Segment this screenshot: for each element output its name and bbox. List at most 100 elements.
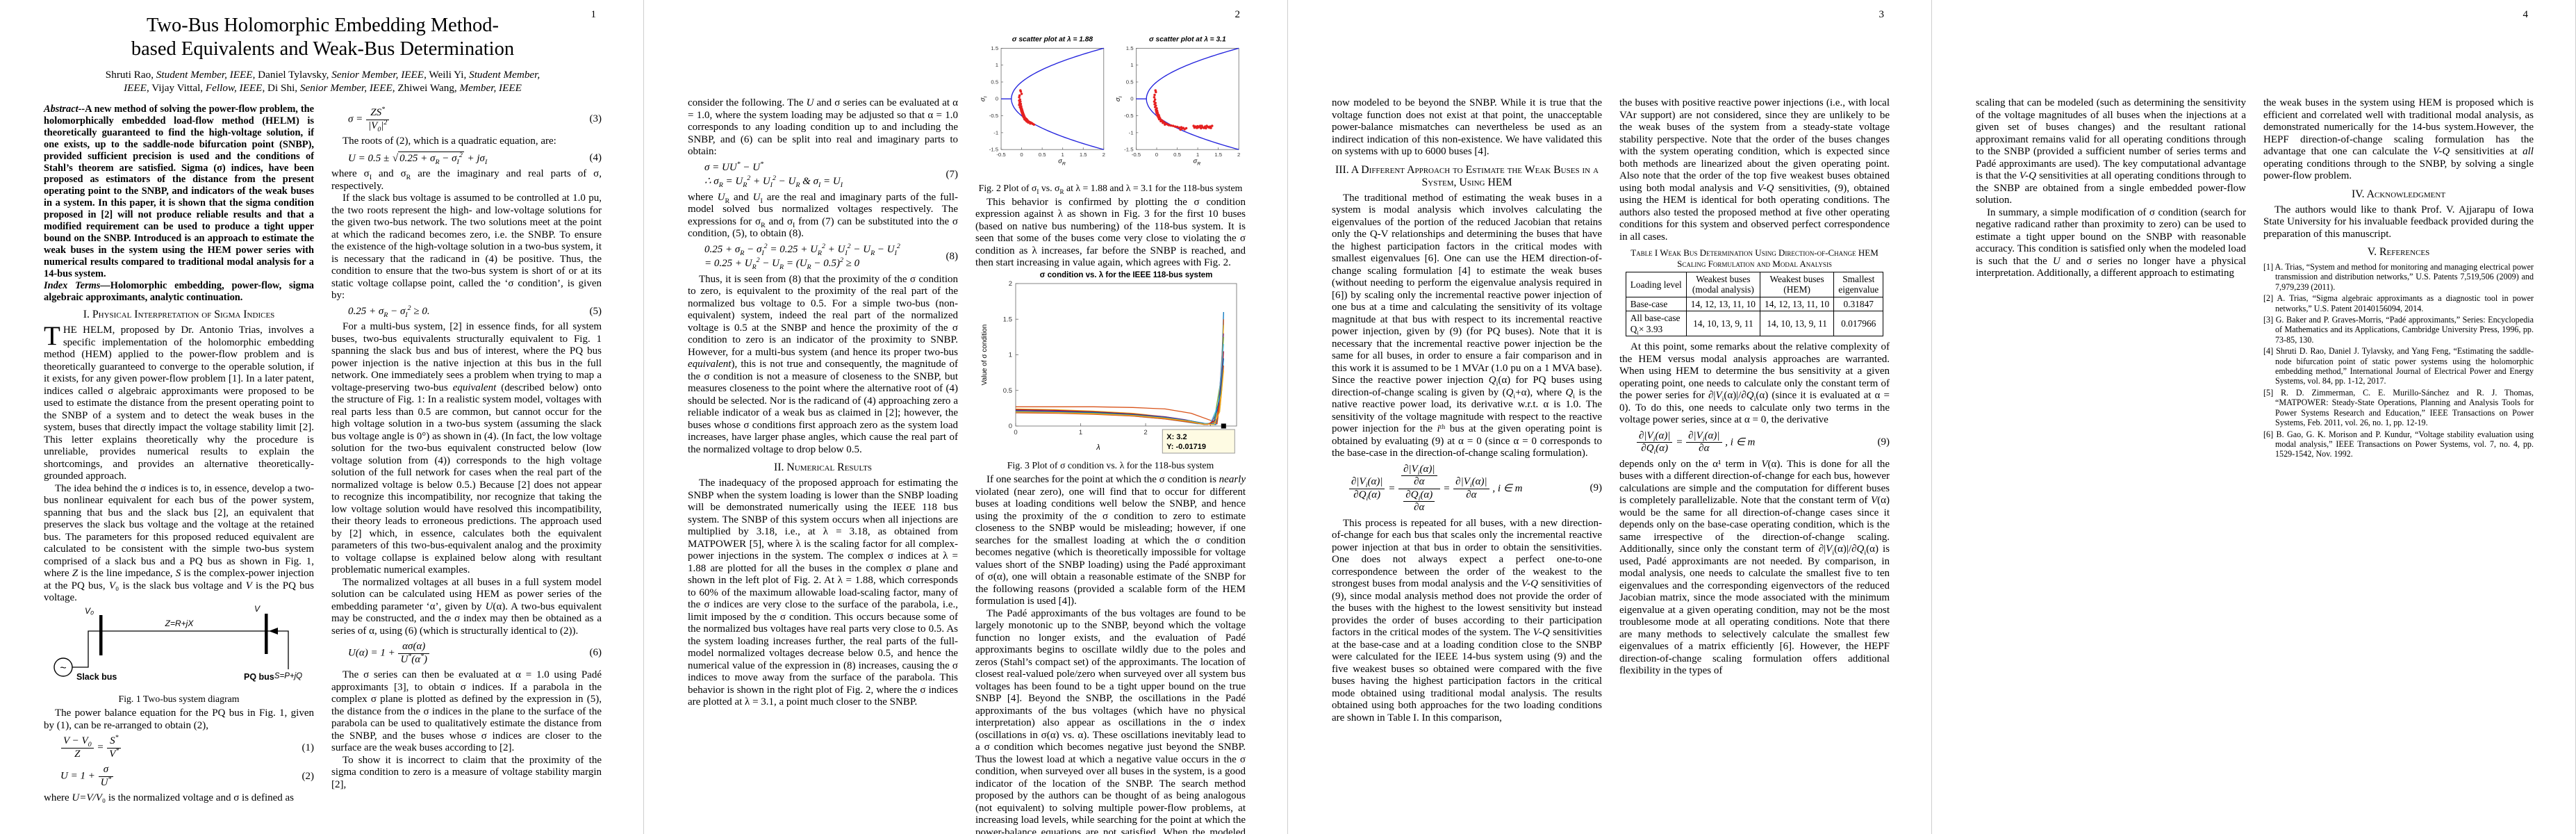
section-2-heading: II. Numerical Results	[773, 461, 873, 473]
p2-para-4: The inadequacy of the proposed approach …	[688, 477, 958, 708]
svg-text:1: 1	[1062, 152, 1064, 158]
reference-item: [1] A. Trias, “System and method for mon…	[2263, 262, 2534, 292]
col-smallest-eigenvalue: Smallest eigenvalue	[1833, 272, 1884, 297]
p2-para-1: consider the following. The U and σ seri…	[688, 97, 958, 157]
section-3-heading: III. A Different Approach to Estimate th…	[1335, 163, 1599, 188]
page-3: 3 now modeled to be beyond the SNBP. Whi…	[1288, 0, 1932, 834]
svg-text:2: 2	[1103, 152, 1105, 158]
figure-2-caption: Fig. 2 Plot of σI vs. σR at λ = 1.88 and…	[978, 182, 1243, 195]
svg-text:0: 0	[1155, 152, 1159, 158]
p1-para-6: For a multi-bus system, [2] in essence f…	[331, 321, 602, 575]
section-4-heading: IV. Acknowledgment	[2351, 188, 2446, 200]
cell-eigenvalue: 0.017966	[1833, 311, 1884, 337]
p2-left-column: consider the following. The U and σ seri…	[688, 97, 958, 834]
svg-text:1: 1	[1009, 351, 1012, 359]
svg-text:2: 2	[1237, 152, 1240, 158]
p1-para-3: The power balance equation for the PQ bu…	[44, 708, 314, 731]
svg-text:1.5: 1.5	[1214, 152, 1222, 158]
equation-8-line2: = 0.25 + UR2 − UR = (UR − 0.5)2 ≥ 0	[704, 256, 860, 271]
svg-text:0: 0	[1130, 96, 1134, 102]
cell-modal: 14, 12, 13, 11, 10	[1685, 296, 1761, 312]
equation-4-body: U = 0.5 ± √ 0.25 + σR − σI2 + jσI	[348, 151, 488, 166]
equation-1: V − V0 Z = S* V* (1)	[60, 735, 314, 760]
figure-3: 012300.511.52σ condition vs. λ for the I…	[975, 270, 1246, 472]
svg-text:σR: σR	[1058, 158, 1066, 167]
table-1-caption: Table I Weak Bus Determination Using Dir…	[1630, 247, 1879, 269]
svg-text:-0.5: -0.5	[1124, 113, 1133, 119]
svg-text:0: 0	[1020, 152, 1023, 158]
p2r-para-1: This behavior is confirmed by plotting t…	[975, 196, 1246, 269]
title-line2: based Equivalents and Weak-Bus Determina…	[131, 38, 515, 60]
p1-para-5: If the slack bus voltage is assumed to b…	[331, 193, 602, 301]
svg-text:-1: -1	[993, 129, 998, 136]
p3-para-3: This process is repeated for all buses, …	[1332, 517, 1602, 723]
index-terms: Index Terms—Holomorphic embedding, power…	[44, 280, 314, 304]
equation-3-body: σ = ZS* |V0|2	[348, 106, 390, 133]
equation-7-line1: σ = UU* − U*	[704, 160, 764, 173]
svg-text:-1.5: -1.5	[1124, 147, 1133, 153]
svg-text:0.5: 0.5	[1039, 152, 1046, 158]
svg-text:1.5: 1.5	[1003, 316, 1012, 323]
equation-9r-number: (9)	[1877, 436, 1890, 448]
svg-text:0.5: 0.5	[991, 79, 998, 85]
svg-text:1: 1	[996, 62, 998, 68]
figure-1-caption: Fig. 1 Two-bus system diagram	[118, 694, 240, 705]
svg-text:~: ~	[60, 662, 66, 674]
section-5-heading: V. References	[2367, 246, 2430, 258]
equation-9r-body: ∂|Vi(α)| ∂Qi(α) = ∂|Vi(α)| ∂α , i ∈ m	[1636, 430, 1755, 455]
p1-para-7: The normalized voltages at all buses in …	[331, 576, 602, 637]
p1-para-1: T HE HELM, proposed by Dr. Antonio Trias,…	[44, 322, 314, 483]
p1-left-column: Abstract--A new method of solving the po…	[44, 104, 314, 805]
svg-text:Value of σ condition: Value of σ condition	[981, 324, 989, 385]
table-header-row: Loading level Weakest buses (modal analy…	[1625, 272, 1884, 297]
figure-3-caption: Fig. 3 Plot of σ condition vs. λ for the…	[1007, 460, 1214, 471]
equation-2-number: (2)	[302, 770, 315, 782]
equation-9-body: ∂|Vi(α)| ∂Qi(α) = ∂|Vi(α)| ∂α ∂Qi(α) ∂α = ∂|…	[1348, 464, 1522, 514]
index-text: Holomorphic embedding, power-flow, sigma…	[44, 279, 314, 303]
svg-text:Y: -0.01719: Y: -0.01719	[1166, 443, 1206, 451]
p4-left-column: scaling that can be modeled (such as det…	[1976, 97, 2246, 461]
p2-right-column: -0.5 0 0.5 1 1.5 2 -1.5 -1 -0.5 0 0.5 1 1.5 σ scatter…	[975, 33, 1246, 834]
index-label: Index Terms—	[44, 279, 110, 291]
p4-para-1: scaling that can be modeled (such as det…	[1976, 97, 2247, 206]
svg-text:σI: σI	[980, 96, 989, 101]
abstract-text: A new method of solving the power-flow p…	[44, 104, 314, 279]
abstract: Abstract--A new method of solving the po…	[44, 104, 314, 280]
p3-left-column: now modeled to be beyond the SNBP. While…	[1332, 97, 1602, 724]
reference-item: [3] G. Baker and P. Graves-Morris, “Padé…	[2263, 315, 2534, 345]
equation-7-line2: ∴ σR = UR2 + UI2 − UR & σI = UI	[704, 174, 843, 189]
svg-text:0.5: 0.5	[1126, 79, 1134, 85]
p3r-para-1: the buses with positive reactive power i…	[1619, 97, 1890, 243]
weak-bus-table: Loading level Weakest buses (modal analy…	[1625, 272, 1884, 337]
p4-para-2: In summary, a simple modification of σ c…	[1976, 206, 2246, 279]
p1-para-9: To show it is incorrect to claim that th…	[331, 754, 602, 790]
page-number: 1	[591, 9, 597, 20]
svg-text:0.5: 0.5	[1173, 152, 1181, 158]
cell-loading: Base-case	[1625, 296, 1687, 312]
p2-para-3: Thus, it is seen from (8) that the proxi…	[688, 273, 958, 455]
equation-6-number: (6)	[589, 647, 602, 659]
svg-text:0: 0	[1009, 423, 1012, 430]
cell-loading: All base-case Qi× 3.93	[1625, 311, 1687, 337]
svg-text:1.5: 1.5	[991, 45, 998, 51]
equation-2: U = 1 + σ U* (2)	[60, 764, 314, 789]
cell-eigenvalue: 0.31847	[1833, 296, 1884, 312]
page-title: Two-Bus Holomorphic Embedding Method- ba…	[44, 14, 602, 61]
svg-text:λ: λ	[1096, 443, 1100, 452]
svg-text:V: V	[254, 605, 261, 614]
svg-text:1: 1	[1079, 429, 1082, 436]
equation-6-body: U(α) = 1 + ασ(α) U*(α*)	[348, 641, 430, 666]
p3-para-2: The traditional method of estimating the…	[1332, 192, 1602, 459]
svg-text:σ scatter plot at λ = 3.1: σ scatter plot at λ = 3.1	[1149, 36, 1226, 44]
equation-3-number: (3)	[589, 113, 602, 125]
svg-text:-1.5: -1.5	[989, 147, 998, 153]
equation-9: ∂|Vi(α)| ∂Qi(α) = ∂|Vi(α)| ∂α ∂Qi(α) ∂α = ∂|…	[1348, 464, 1602, 514]
p1-para-2: The idea behind the σ indices is to, in …	[44, 482, 314, 604]
col-loading-level: Loading level	[1625, 272, 1687, 297]
abstract-label: Abstract--	[44, 104, 85, 115]
svg-text:-0.5: -0.5	[1132, 152, 1141, 158]
page-number: 2	[1235, 9, 1241, 20]
p3r-para-2: At this point, some remarks about the re…	[1619, 341, 1890, 426]
acknowledgment-text: The authors would like to thank Prof. V.…	[2263, 204, 2534, 240]
svg-text:2: 2	[1143, 429, 1147, 436]
